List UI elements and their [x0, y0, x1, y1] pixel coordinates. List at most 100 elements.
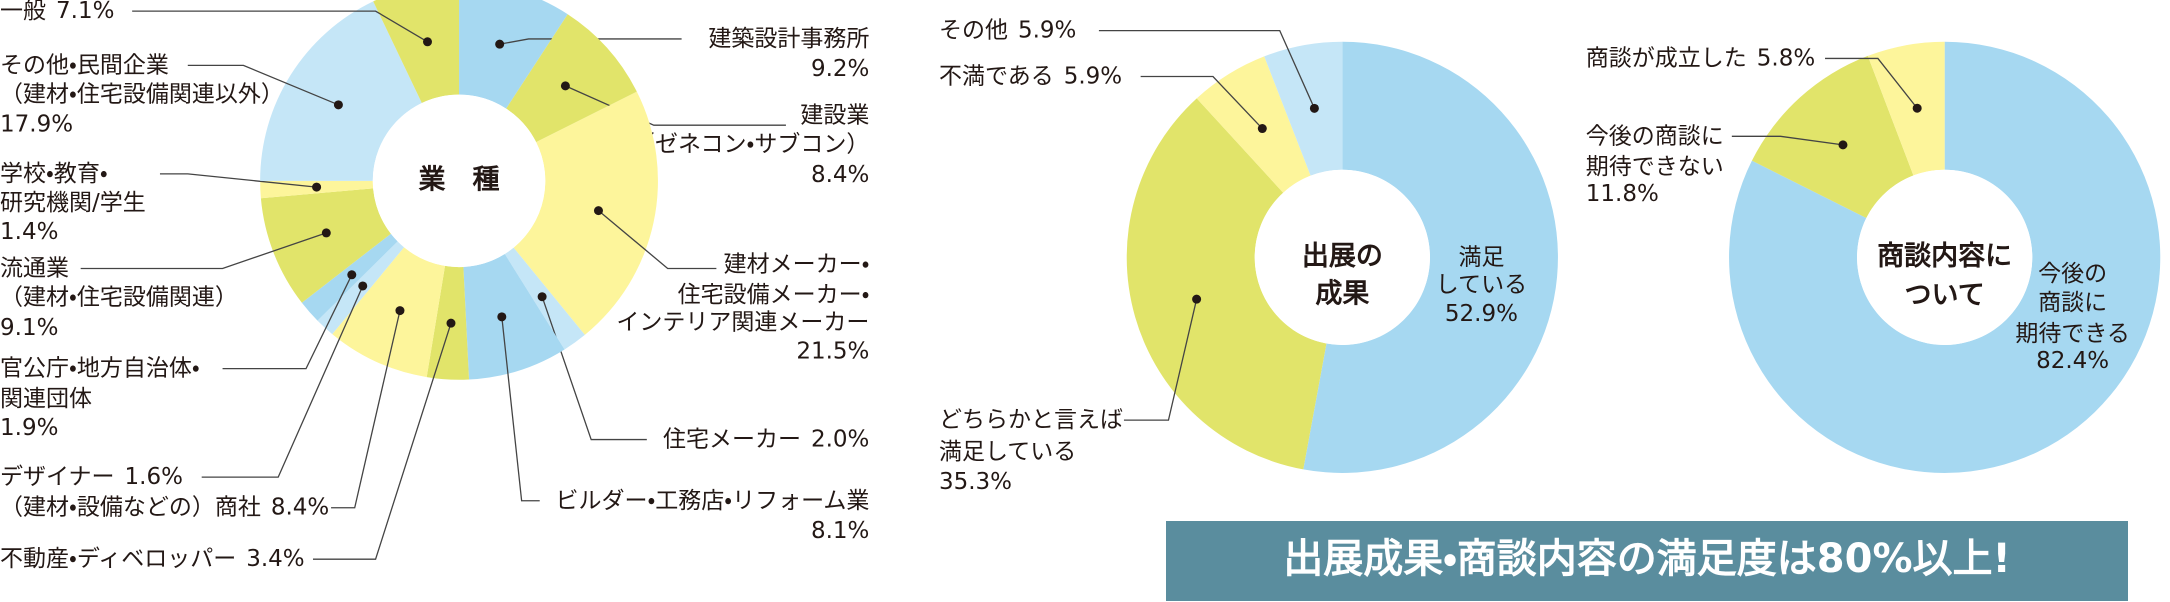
slice-label: している — [1436, 272, 1527, 298]
label-text: 今後の — [2038, 261, 2107, 287]
leader-line — [222, 274, 353, 370]
value-label: 8.4% — [271, 494, 329, 520]
slice-label: 今後の — [2038, 261, 2107, 287]
slice — [459, 0, 568, 109]
value-label: 52.9% — [1445, 301, 1518, 327]
label-text: 流通業 — [0, 255, 69, 281]
slice — [1126, 98, 1327, 470]
slice-label: 満足している — [939, 439, 1076, 465]
leader-line — [312, 322, 452, 560]
slice-label: 期待できない — [1586, 153, 1724, 179]
leader-line — [1123, 299, 1198, 421]
leader-dot — [321, 228, 331, 238]
slice-label: 不動産・ディベロッパー 3.4% — [0, 546, 305, 572]
leader-dot — [422, 37, 432, 47]
value-label: 8.4% — [811, 162, 869, 188]
leader-dot — [1912, 103, 1922, 113]
leader-dot — [593, 206, 603, 216]
leader-line — [1098, 29, 1315, 109]
leader-dot — [497, 312, 507, 322]
label-text: 今後の商談に — [1586, 123, 1724, 149]
label-text: 商談が成立した — [1586, 45, 1747, 71]
slice — [463, 253, 565, 380]
value-label: 3.4% — [246, 546, 304, 572]
slice — [1303, 41, 1558, 473]
leader-line — [565, 85, 786, 126]
slice-label: 学校・教育・ — [0, 160, 108, 186]
slice-label: デザイナー 1.6% — [0, 464, 183, 490]
chart-title: ついて — [1905, 280, 1985, 311]
leader-dot — [1838, 140, 1848, 150]
leader-line — [1731, 135, 1844, 146]
slice-label: 建築設計事務所 — [708, 25, 869, 51]
label-text: その他 — [939, 17, 1008, 43]
label-text: （建材・設備などの）商社 — [0, 494, 261, 520]
slice-label: その他 5.9% — [939, 17, 1076, 43]
slice — [506, 14, 637, 143]
label-text: 不満である — [939, 63, 1054, 89]
leader-line — [598, 210, 717, 270]
label-text: 一般 — [0, 0, 46, 24]
value-label: 9.2% — [811, 56, 869, 82]
slice-label: その他・民間企業 — [0, 52, 169, 78]
slice-label: （建材・住宅設備関連） — [0, 284, 238, 310]
value-label: 5.9% — [1064, 63, 1122, 89]
slice-label: 建材メーカー・ — [724, 251, 870, 277]
slice — [260, 1, 422, 181]
chart-title: 商談内容に — [1877, 241, 2012, 272]
leader-line — [331, 310, 401, 509]
leader-line — [501, 316, 540, 502]
label-text: ビルダー・工務店・リフォーム業 — [555, 487, 869, 513]
label-text: 期待できない — [1586, 153, 1724, 179]
label-text: 研究機関/学生 — [0, 190, 146, 216]
slice — [513, 91, 658, 335]
value-label: 5.8% — [1757, 45, 1815, 71]
donut-hole — [1254, 169, 1430, 345]
leader-line — [159, 173, 317, 188]
slice-label: （建材・住宅設備関連以外） — [0, 81, 284, 107]
slice — [1729, 41, 2161, 473]
slice — [260, 188, 391, 303]
value-label: 7.1% — [56, 0, 114, 24]
slice-label: （ゼネコン・サブコン） — [632, 131, 869, 157]
slice-label: 流通業 — [0, 255, 69, 281]
slice-label: 建設業 — [800, 102, 869, 128]
label-text: 期待できる — [2015, 320, 2130, 346]
leader-line — [1140, 75, 1263, 130]
value-label: 1.6% — [125, 464, 183, 490]
banner-box — [1166, 521, 2128, 601]
label-text: （ゼネコン・サブコン） — [632, 131, 869, 157]
label-text: どちらかと言えば — [939, 407, 1123, 433]
slice-label: （建材・設備などの）商社 8.4% — [0, 494, 329, 520]
label-text: （建材・住宅設備関連以外） — [0, 81, 284, 107]
value-label: 8.1% — [811, 518, 869, 544]
chart-title: 業 種 — [419, 164, 500, 195]
label-text: 満足している — [939, 439, 1076, 465]
leader-dot — [537, 292, 547, 302]
slice — [1751, 55, 1914, 219]
slice-label: 期待できる — [2015, 320, 2130, 346]
leader-dot — [333, 100, 343, 110]
slice-label: インテリア関連メーカー — [616, 309, 869, 335]
donut-hole — [372, 94, 546, 268]
leader-line — [132, 10, 428, 43]
slice-label: 関連団体 — [0, 386, 92, 412]
slice-label: 今後の商談に — [1586, 123, 1724, 149]
slice-label: 官公庁・地方自治体・ — [0, 355, 200, 381]
slice-label: 研究機関/学生 — [0, 190, 146, 216]
leader-line — [80, 232, 327, 270]
slice-label: どちらかと言えば — [939, 407, 1123, 433]
slice-label: 一般 7.1% — [0, 0, 114, 24]
slice — [1264, 41, 1343, 176]
value-label: 2.0% — [811, 426, 869, 452]
slice-label: 住宅メーカー 2.0% — [663, 426, 869, 452]
chart-title: 出展の — [1302, 241, 1383, 272]
slice-label: 不満である 5.9% — [939, 63, 1122, 89]
label-text: インテリア関連メーカー — [616, 309, 869, 335]
value-label: 1.9% — [0, 415, 58, 441]
leader-dot — [560, 81, 570, 91]
value-label: 21.5% — [796, 338, 869, 364]
leader-line — [499, 38, 682, 45]
slice-label: 住宅設備メーカー・ — [678, 281, 870, 307]
label-text: 建設業 — [800, 102, 869, 128]
